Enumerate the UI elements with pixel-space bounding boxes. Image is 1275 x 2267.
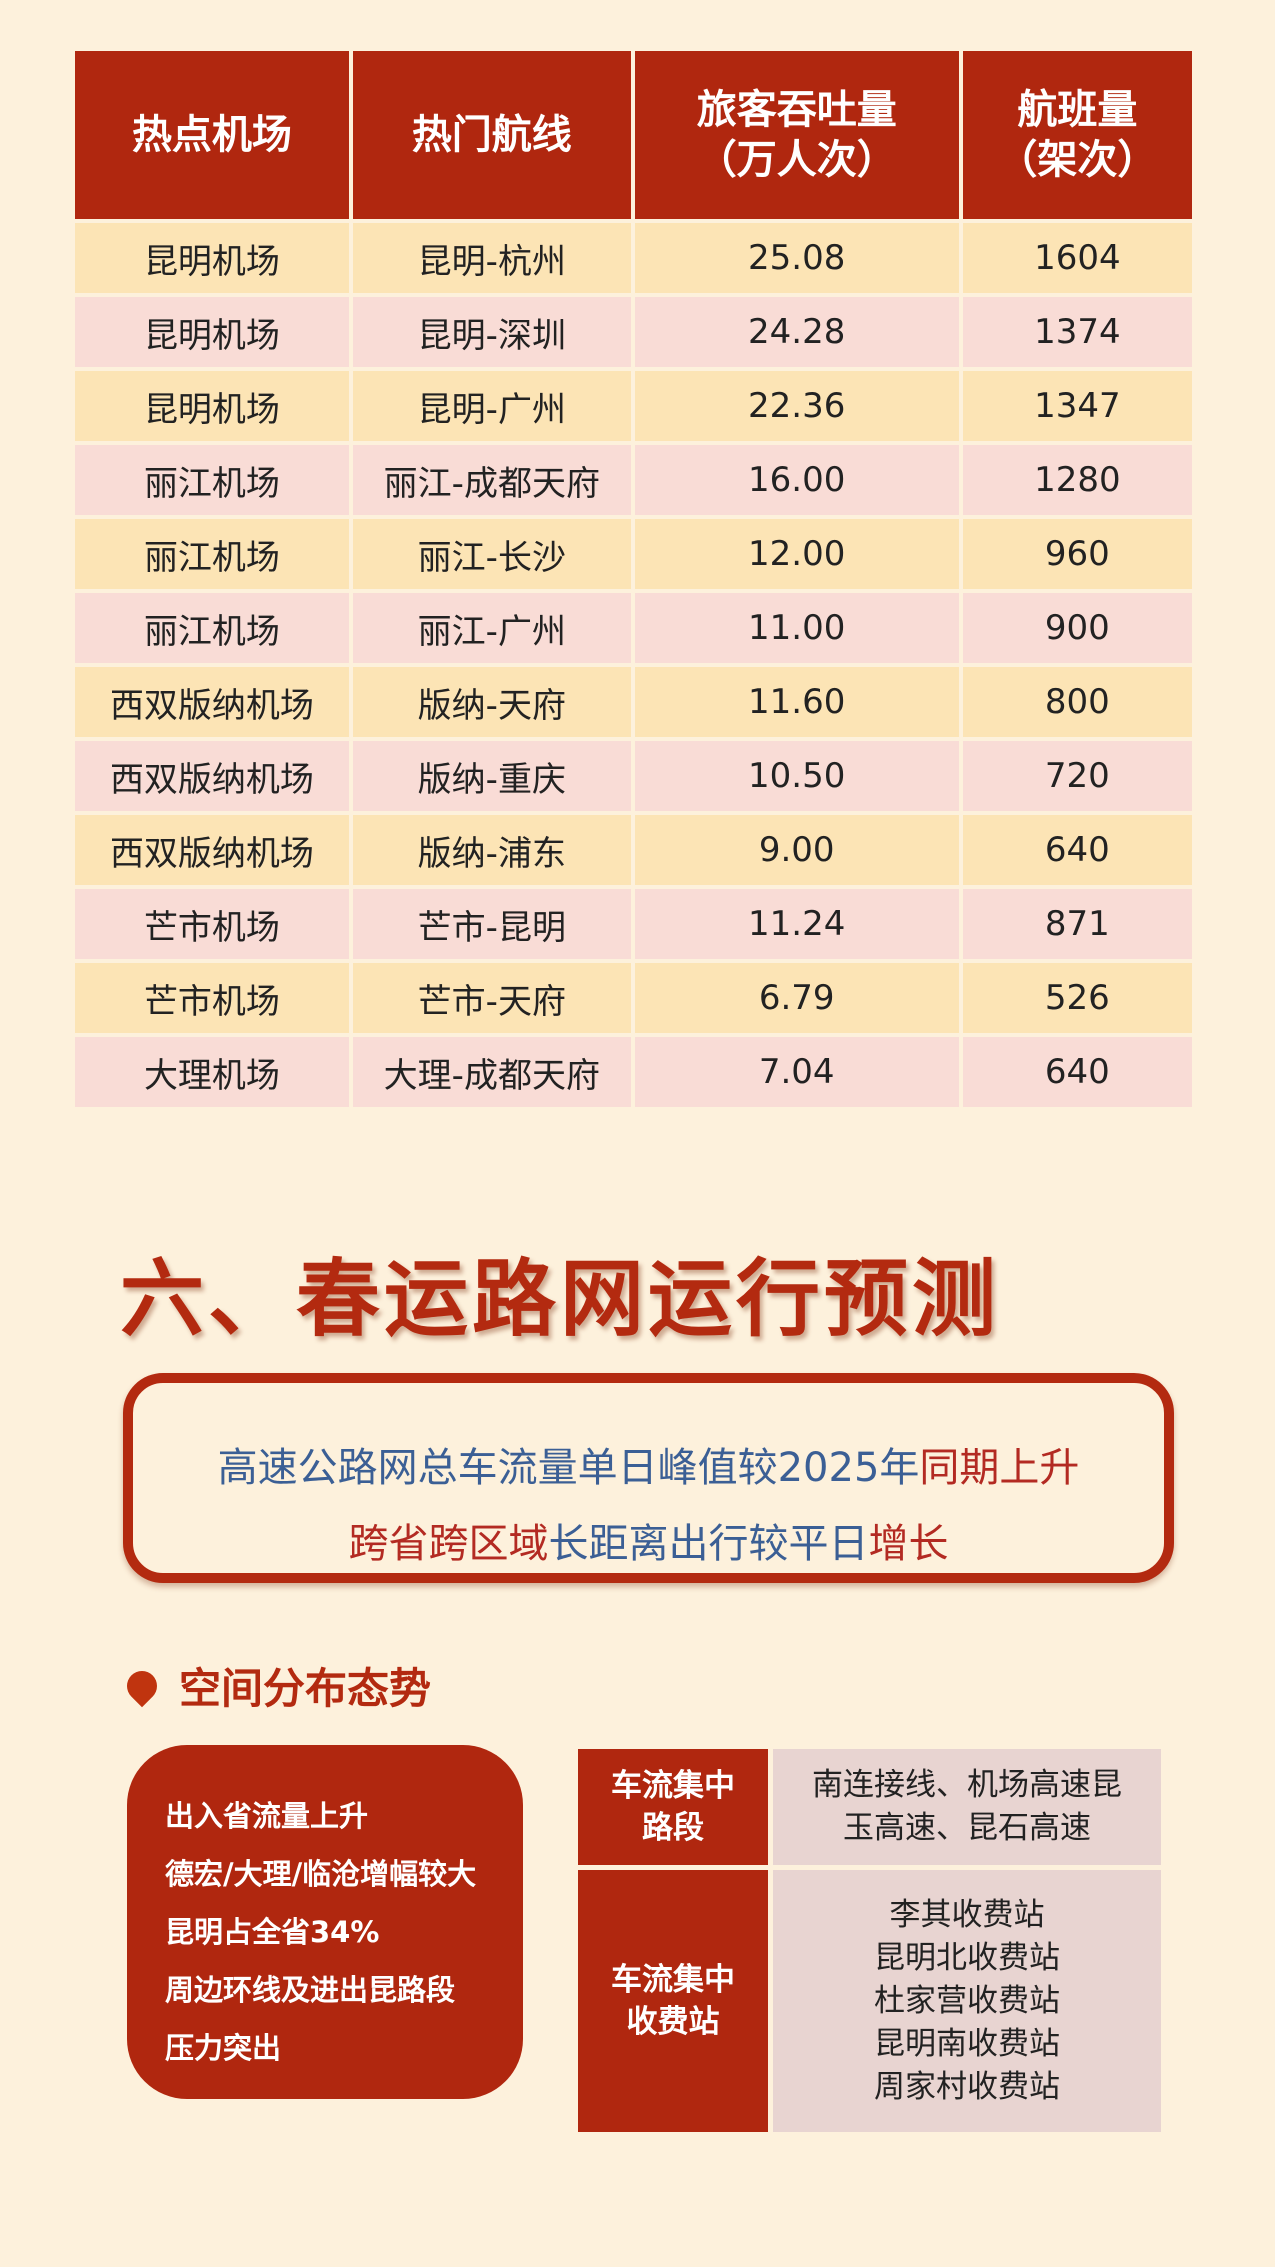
subsection-heading: 空间分布态势 [120, 1655, 432, 1716]
table-cell: 丽江机场 [75, 593, 349, 663]
table-cell: 7.04 [634, 1037, 959, 1107]
table-cell: 1374 [962, 297, 1192, 367]
column-header: 旅客吞吐量 （万人次） [634, 51, 959, 219]
table-cell: 昆明机场 [75, 371, 349, 441]
summary-line-2: 跨省跨区域长距离出行较平日增长 [133, 1511, 1164, 1569]
table-row: 西双版纳机场 版纳-天府 11.60 800 [75, 667, 1192, 737]
table-cell: 9.00 [634, 815, 959, 885]
traffic-concentration-table: 车流集中 路段 南连接线、机场高速昆 玉高速、昆石高速 车流集中 收费站 李其收… [573, 1744, 1166, 2137]
table-cell: 版纳-重庆 [352, 741, 631, 811]
table-cell: 11.24 [634, 889, 959, 959]
table-cell: 1280 [962, 445, 1192, 515]
table-cell: 800 [962, 667, 1192, 737]
table-row: 丽江机场 丽江-成都天府 16.00 1280 [75, 445, 1192, 515]
table-cell: 11.00 [634, 593, 959, 663]
table-cell: 版纳-浦东 [352, 815, 631, 885]
summary-line-2-part: 增长 [868, 1521, 949, 1567]
summary-line-1: 高速公路网总车流量单日峰值较2025年同期上升 [133, 1435, 1164, 1493]
column-header: 热门航线 [352, 51, 631, 219]
toll-station-label: 车流集中 收费站 [578, 1870, 768, 2132]
table-cell: 12.00 [634, 519, 959, 589]
table-cell: 900 [962, 593, 1192, 663]
toll-station: 杜家营收费站 [874, 1982, 1060, 2019]
table-row: 昆明机场 昆明-深圳 24.28 1374 [75, 297, 1192, 367]
table-cell: 芒市机场 [75, 963, 349, 1033]
toll-station: 周家村收费站 [874, 2068, 1060, 2105]
summary-item: 出入省流量上升 [165, 1799, 369, 1833]
table-row: 丽江机场 丽江-广州 11.00 900 [75, 593, 1192, 663]
subsection-title: 空间分布态势 [179, 1664, 432, 1713]
table-cell: 640 [962, 1037, 1192, 1107]
column-header: 航班量 （架次） [962, 51, 1192, 219]
table-row: 昆明机场 昆明-杭州 25.08 1604 [75, 223, 1192, 293]
table-cell: 22.36 [634, 371, 959, 441]
summary-item: 德宏/大理/临沧增幅较大 [165, 1857, 477, 1891]
summary-item: 周边环线及进出昆路段 [165, 1973, 456, 2007]
summary-line-2-part: 长距离出行较平日 [548, 1521, 869, 1567]
table-row: 芒市机场 芒市-天府 6.79 526 [75, 963, 1192, 1033]
toll-station-list: 李其收费站 昆明北收费站 杜家营收费站 昆明南收费站 周家村收费站 [773, 1870, 1161, 2132]
summary-box: 高速公路网总车流量单日峰值较2025年同期上升 跨省跨区域长距离出行较平日增长 [123, 1373, 1174, 1583]
table-cell: 720 [962, 741, 1192, 811]
table-cell: 昆明机场 [75, 223, 349, 293]
table-cell: 960 [962, 519, 1192, 589]
table-cell: 丽江机场 [75, 445, 349, 515]
table-cell: 10.50 [634, 741, 959, 811]
table-cell: 大理-成都天府 [352, 1037, 631, 1107]
table-cell: 芒市-天府 [352, 963, 631, 1033]
table-row: 昆明机场 昆明-广州 22.36 1347 [75, 371, 1192, 441]
location-pin-icon [120, 1664, 164, 1707]
table-cell: 丽江机场 [75, 519, 349, 589]
table-cell: 西双版纳机场 [75, 741, 349, 811]
table-cell: 版纳-天府 [352, 667, 631, 737]
table-row: 大理机场 大理-成都天府 7.04 640 [75, 1037, 1192, 1107]
table-cell: 昆明-深圳 [352, 297, 631, 367]
table-cell: 昆明机场 [75, 297, 349, 367]
toll-station: 昆明南收费站 [874, 2025, 1060, 2062]
table-cell: 16.00 [634, 445, 959, 515]
table-cell: 丽江-成都天府 [352, 445, 631, 515]
table-cell: 1347 [962, 371, 1192, 441]
airport-routes-table: 热点机场 热门航线 旅客吞吐量 （万人次） 航班量 （架次） 昆明机场 昆明-杭州 25.… [71, 47, 1196, 1111]
table-row: 西双版纳机场 版纳-重庆 10.50 720 [75, 741, 1192, 811]
table-cell: 昆明-杭州 [352, 223, 631, 293]
table-cell: 丽江-广州 [352, 593, 631, 663]
table-cell: 871 [962, 889, 1192, 959]
toll-station: 李其收费站 [889, 1896, 1045, 1933]
summary-line-2-part: 跨省跨区域 [348, 1521, 549, 1567]
table-row: 西双版纳机场 版纳-浦东 9.00 640 [75, 815, 1192, 885]
table-row: 丽江机场 丽江-长沙 12.00 960 [75, 519, 1192, 589]
table-row: 芒市机场 芒市-昆明 11.24 871 [75, 889, 1192, 959]
table-cell: 1604 [962, 223, 1192, 293]
table-cell: 640 [962, 815, 1192, 885]
road-segment-value: 南连接线、机场高速昆 玉高速、昆石高速 [773, 1749, 1161, 1865]
table-cell: 6.79 [634, 963, 959, 1033]
table-cell: 芒市-昆明 [352, 889, 631, 959]
table-cell: 24.28 [634, 297, 959, 367]
toll-station: 昆明北收费站 [874, 1939, 1060, 1976]
column-header: 热点机场 [75, 51, 349, 219]
distribution-summary-box: 出入省流量上升 德宏/大理/临沧增幅较大 昆明占全省34% 周边环线及进出昆路段… [127, 1745, 523, 2099]
table-cell: 526 [962, 963, 1192, 1033]
table-cell: 25.08 [634, 223, 959, 293]
summary-line-1-red: 同期上升 [919, 1445, 1080, 1491]
table-cell: 大理机场 [75, 1037, 349, 1107]
section-title: 六、春运路网运行预测 [120, 1250, 1001, 1348]
road-segment-label: 车流集中 路段 [578, 1749, 768, 1865]
summary-item: 压力突出 [165, 2031, 282, 2065]
table-cell: 丽江-长沙 [352, 519, 631, 589]
table-cell: 西双版纳机场 [75, 667, 349, 737]
summary-item: 昆明占全省34% [165, 1915, 380, 1949]
table-cell: 西双版纳机场 [75, 815, 349, 885]
table-cell: 昆明-广州 [352, 371, 631, 441]
table-cell: 11.60 [634, 667, 959, 737]
summary-line-1-blue: 高速公路网总车流量单日峰值较2025年 [217, 1445, 920, 1491]
table-cell: 芒市机场 [75, 889, 349, 959]
